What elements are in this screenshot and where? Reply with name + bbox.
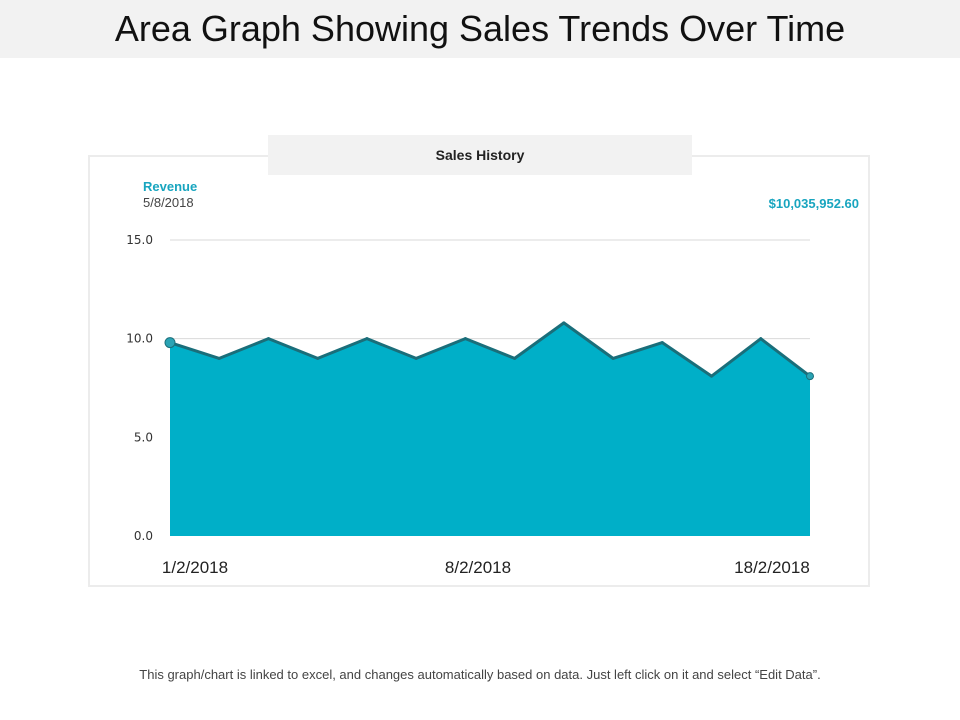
data-point — [365, 337, 369, 341]
data-point — [611, 356, 615, 360]
data-point — [316, 356, 320, 360]
series-total: $10,035,952.60 — [768, 196, 859, 211]
data-point — [710, 374, 714, 378]
y-tick-label: 15.0 — [126, 233, 153, 247]
title-bar: Area Graph Showing Sales Trends Over Tim… — [0, 0, 960, 58]
data-point — [217, 356, 221, 360]
series-date: 5/8/2018 — [143, 195, 194, 210]
data-point — [463, 337, 467, 341]
data-point — [414, 356, 418, 360]
x-tick-label: 1/2/2018 — [162, 558, 228, 577]
y-tick-label: 5.0 — [134, 430, 153, 444]
y-tick-label: 0.0 — [134, 529, 153, 543]
x-tick-label: 18/2/2018 — [734, 558, 810, 577]
y-tick-label: 10.0 — [126, 332, 153, 346]
data-point — [660, 341, 664, 345]
data-point — [164, 337, 176, 349]
chart-title: Sales History — [268, 135, 692, 175]
revenue-area — [170, 322, 810, 536]
page-title: Area Graph Showing Sales Trends Over Tim… — [114, 8, 846, 49]
x-tick-label: 8/2/2018 — [445, 558, 511, 577]
data-point — [759, 337, 763, 341]
revenue-line — [169, 321, 811, 378]
data-point — [806, 372, 814, 381]
data-point — [562, 321, 566, 325]
data-point — [266, 337, 270, 341]
series-name: Revenue — [143, 179, 198, 194]
footer-note: This graph/chart is linked to excel, and… — [139, 667, 821, 682]
data-point — [513, 356, 517, 360]
